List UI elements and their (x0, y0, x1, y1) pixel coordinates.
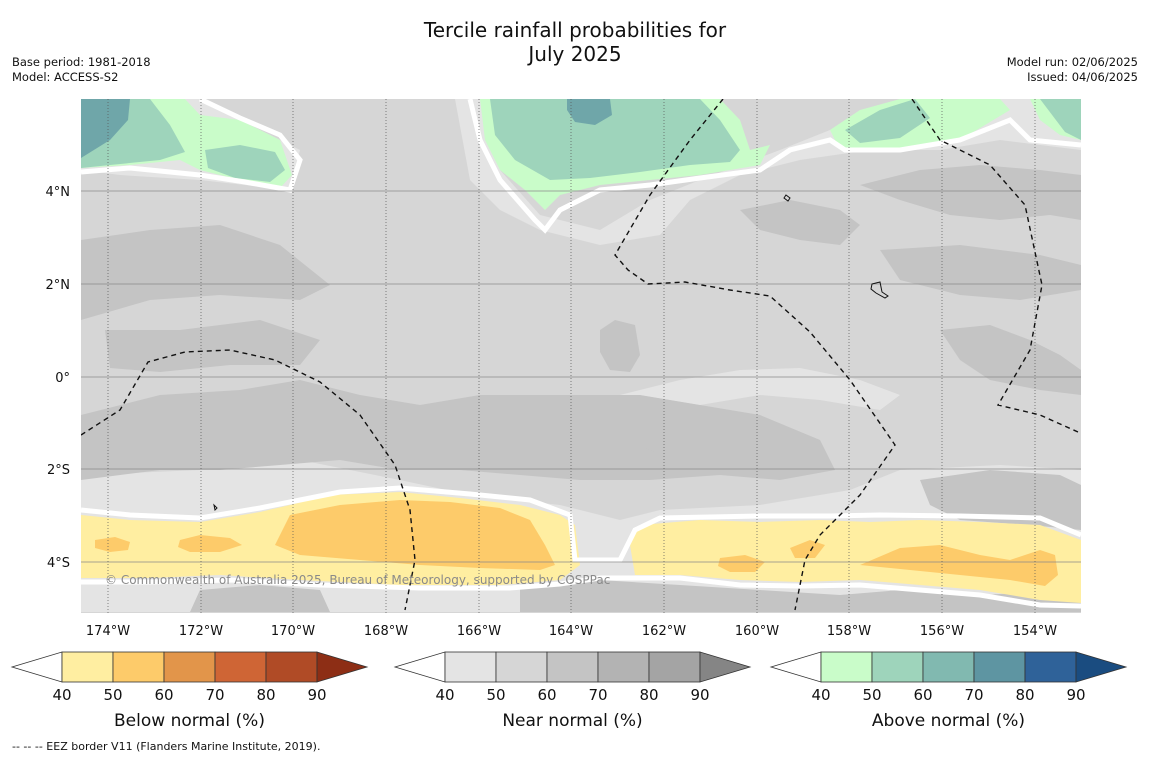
model-label: Model: ACCESS-S2 (12, 70, 119, 84)
title-line-2: July 2025 (528, 42, 622, 66)
run-info: Model run: 02/06/2025 Issued: 04/06/2025 (1007, 55, 1138, 85)
issued-label: Issued: 04/06/2025 (1027, 70, 1138, 84)
near-normal-colorbar-segment (597, 651, 650, 683)
above-normal-50-central (490, 99, 740, 180)
x-tick-172W: 172°W (179, 624, 223, 639)
above-normal-colorbar-tick: 50 (862, 686, 881, 704)
map-panel: © Commonwealth of Australia 2025, Bureau… (81, 99, 1081, 613)
colorbar-legends: 40 50 60 70 80 90 Below normal (%) 40 50 60 70 80 90… (10, 651, 1128, 731)
below-normal-colorbar-segment (112, 651, 165, 683)
x-tick-156W: 156°W (920, 624, 964, 639)
above-normal-colorbar-under-arrow (769, 651, 822, 683)
near-normal-colorbar-tick: 60 (537, 686, 556, 704)
y-axis-labels: 4°N 2°N 0° 2°S 4°S (46, 185, 71, 571)
x-axis-labels: 174°W 172°W 170°W 168°W 166°W 164°W 162°… (86, 624, 1057, 639)
y-tick-4N: 4°N (46, 185, 71, 200)
x-tick-170W: 170°W (271, 624, 315, 639)
near-normal-colorbar-tick: 90 (690, 686, 709, 704)
below-normal-50-small-1 (95, 537, 130, 552)
x-tick-162W: 162°W (642, 624, 686, 639)
model-run-label: Model run: 02/06/2025 (1006, 55, 1138, 69)
above-normal-50-ne (1040, 99, 1081, 140)
x-tick-164W: 164°W (549, 624, 593, 639)
near-normal-colorbar-under-arrow (393, 651, 446, 683)
below-normal-50-east-1 (718, 555, 765, 572)
forecast-map-figure: © Commonwealth of Australia 2025, Bureau… (10, 99, 1128, 731)
below-normal-50-small-2 (178, 535, 242, 552)
above-normal-colorbar-tick: 90 (1066, 686, 1085, 704)
near-normal-colorbar-segment (444, 651, 497, 683)
x-tick-168W: 168°W (364, 624, 408, 639)
below-normal-colorbar-tick: 60 (154, 686, 173, 704)
below-normal-colorbar-segment (214, 651, 267, 683)
below-normal-colorbar-tick: 70 (205, 686, 224, 704)
near-normal-colorbar-tick: 50 (486, 686, 505, 704)
above-normal-colorbar-title: Above normal (%) (872, 711, 1025, 731)
above-normal-colorbar-segment (871, 651, 924, 683)
below-normal-colorbar-tick: 50 (103, 686, 122, 704)
below-normal-50-east-3 (860, 545, 1058, 586)
near-normal-colorbar-segment (495, 651, 548, 683)
near-normal-colorbar-tick: 70 (588, 686, 607, 704)
below-normal-colorbar: 40 50 60 70 80 90 Below normal (%) (10, 651, 369, 731)
latitude-gridlines (81, 190, 1081, 563)
below-normal-colorbar-over-arrow (316, 651, 369, 683)
y-tick-0: 0° (55, 371, 70, 386)
base-period-label: Base period: 1981-2018 (12, 55, 151, 69)
above-normal-colorbar-segment (820, 651, 873, 683)
above-normal-50-east (845, 99, 930, 143)
above-normal-colorbar: 40 50 60 70 80 90 Above normal (%) (769, 651, 1128, 731)
above-normal-50-west-2 (205, 145, 285, 182)
eez-footnote: -- -- -- EEZ border V11 (Flanders Marine… (12, 740, 321, 753)
above-normal-areas (81, 99, 1081, 210)
x-tick-166W: 166°W (457, 624, 501, 639)
above-normal-colorbar-tick: 40 (811, 686, 830, 704)
below-normal-40-band-east (630, 520, 1081, 603)
above-normal-colorbar-tick: 70 (964, 686, 983, 704)
above-normal-colorbar-tick: 80 (1015, 686, 1034, 704)
model-info: Base period: 1981-2018 Model: ACCESS-S2 (12, 55, 151, 85)
above-normal-60-central (567, 99, 612, 125)
y-tick-4S: 4°S (47, 556, 70, 571)
copyright-credit: © Commonwealth of Australia 2025, Bureau… (105, 573, 610, 587)
x-tick-154W: 154°W (1013, 624, 1057, 639)
below-normal-colorbar-tick: 90 (307, 686, 326, 704)
near-normal-colorbar-segment (648, 651, 701, 683)
islands (213, 194, 889, 512)
below-normal-colorbar-segment (163, 651, 216, 683)
near-normal-colorbar-over-arrow (699, 651, 752, 683)
above-normal-colorbar-segment (922, 651, 975, 683)
x-tick-174W: 174°W (86, 624, 130, 639)
above-normal-colorbar-segment (973, 651, 1026, 683)
x-tick-158W: 158°W (827, 624, 871, 639)
near-normal-colorbar: 40 50 60 70 80 90 Near normal (%) (393, 651, 752, 731)
below-normal-50-east-2 (790, 540, 825, 558)
near-normal-colorbar-segment (546, 651, 599, 683)
page-title: Tercile rainfall probabilities for July … (0, 18, 1150, 66)
above-normal-colorbar-segment (1024, 651, 1077, 683)
above-normal-colorbar-tick: 60 (913, 686, 932, 704)
near-normal-colorbar-tick: 40 (435, 686, 454, 704)
below-normal-colorbar-title: Below normal (%) (114, 711, 265, 731)
below-normal-colorbar-segment (265, 651, 318, 683)
title-line-1: Tercile rainfall probabilities for (423, 18, 727, 42)
near-normal-60-areas (81, 165, 1081, 612)
below-normal-colorbar-segment (61, 651, 114, 683)
y-tick-2N: 2°N (46, 278, 71, 293)
region-boundaries (81, 99, 1081, 609)
x-tick-160W: 160°W (735, 624, 779, 639)
above-normal-colorbar-over-arrow (1075, 651, 1128, 683)
y-tick-2S: 2°S (47, 463, 70, 478)
below-normal-colorbar-under-arrow (10, 651, 63, 683)
near-normal-colorbar-tick: 80 (639, 686, 658, 704)
above-normal-60-west (81, 99, 130, 158)
below-normal-colorbar-tick: 80 (256, 686, 275, 704)
below-normal-50-west (275, 500, 555, 570)
near-normal-colorbar-title: Near normal (%) (502, 711, 642, 731)
eez-borders (81, 99, 1079, 611)
below-normal-colorbar-tick: 40 (52, 686, 71, 704)
